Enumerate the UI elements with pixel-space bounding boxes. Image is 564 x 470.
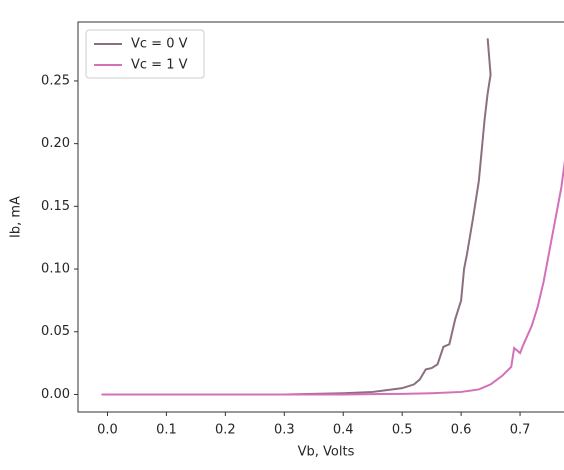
x-tick-label: 0.1 [156, 423, 177, 438]
legend-label: Vc = 0 V [131, 37, 188, 52]
y-tick-label: 0.00 [41, 387, 70, 402]
x-tick-label: 0.5 [392, 423, 413, 438]
x-tick-label: 0.2 [215, 423, 236, 438]
x-tick-label: 0.3 [274, 423, 295, 438]
y-tick-label: 0.25 [41, 73, 70, 88]
x-tick-label: 0.7 [510, 423, 531, 438]
x-tick-label: 0.0 [97, 423, 118, 438]
data-line [101, 160, 564, 396]
x-tick-label: 0.4 [333, 423, 354, 438]
plot-frame [77, 21, 564, 413]
y-axis-label: Ib, mA [9, 196, 24, 238]
y-tick-label: 0.10 [41, 262, 70, 277]
x-tick-label: 0.6 [451, 423, 472, 438]
y-tick-label: 0.20 [41, 136, 70, 151]
legend-label: Vc = 1 V [131, 58, 188, 73]
data-line [101, 38, 492, 396]
y-tick-label: 0.15 [41, 199, 70, 214]
x-axis-label: Vb, Volts [298, 445, 355, 460]
y-tick-label: 0.05 [41, 324, 70, 339]
